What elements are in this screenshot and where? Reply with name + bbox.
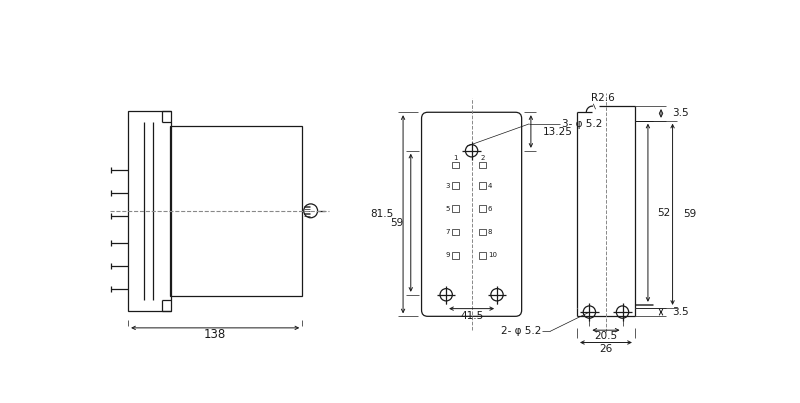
Text: 8: 8 [488,229,492,235]
Bar [451,162,458,168]
Bar [451,206,458,212]
Text: 3- φ 5.2: 3- φ 5.2 [562,119,602,129]
Text: 4: 4 [488,183,492,189]
Text: 52: 52 [657,208,670,218]
Text: 20.5: 20.5 [594,331,618,341]
Text: 7: 7 [446,229,450,235]
Text: 3.5: 3.5 [672,108,689,118]
Text: 41.5: 41.5 [460,311,483,320]
Bar [128,111,171,311]
Bar [479,251,486,259]
Text: 3.5: 3.5 [672,307,689,317]
Text: 5: 5 [446,206,450,212]
Text: 2- φ 5.2: 2- φ 5.2 [501,326,541,337]
Text: 138: 138 [204,328,226,341]
Text: R2.6: R2.6 [591,93,614,103]
Text: 26: 26 [599,344,613,354]
Bar [451,182,458,189]
Text: 59: 59 [683,209,697,219]
Bar [479,162,486,168]
Text: 10: 10 [488,252,497,258]
Bar [479,229,486,235]
Text: 6: 6 [488,206,492,212]
Text: 2: 2 [481,155,485,161]
Text: 59: 59 [390,218,403,228]
Text: 9: 9 [446,252,450,258]
Bar [451,229,458,235]
Bar [479,182,486,189]
Bar [479,206,486,212]
Text: 1: 1 [453,155,458,161]
Bar [170,126,302,295]
Text: 13.25: 13.25 [543,127,573,137]
Text: 3: 3 [446,183,450,189]
Text: 81.5: 81.5 [370,209,394,219]
Bar [451,251,458,259]
